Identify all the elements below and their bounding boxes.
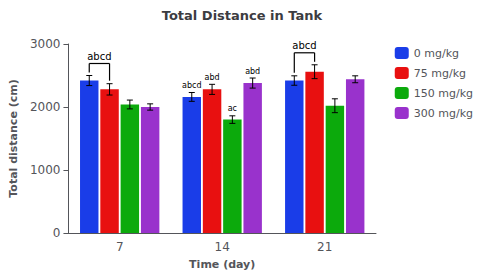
svg-text:ac: ac	[228, 104, 237, 113]
svg-text:0: 0	[53, 226, 61, 240]
svg-text:Total distance (cm): Total distance (cm)	[7, 79, 20, 197]
svg-text:150 mg/kg: 150 mg/kg	[414, 87, 473, 100]
svg-text:14: 14	[215, 240, 230, 254]
svg-text:abd: abd	[245, 67, 260, 76]
svg-text:0 mg/kg: 0 mg/kg	[414, 47, 459, 60]
svg-text:1000: 1000	[30, 163, 61, 177]
svg-text:300 mg/kg: 300 mg/kg	[414, 107, 473, 120]
svg-text:abd: abd	[205, 73, 220, 82]
svg-text:75 mg/kg: 75 mg/kg	[414, 67, 466, 80]
svg-text:7: 7	[116, 240, 124, 254]
svg-text:Time (day): Time (day)	[189, 258, 255, 271]
svg-text:Total Distance in Tank: Total Distance in Tank	[162, 8, 323, 23]
svg-text:abcd: abcd	[87, 51, 111, 62]
svg-text:2000: 2000	[30, 100, 61, 114]
svg-text:3000: 3000	[30, 37, 61, 51]
svg-text:abcd: abcd	[292, 40, 316, 51]
svg-text:21: 21	[317, 240, 332, 254]
svg-text:abcd: abcd	[182, 81, 201, 90]
